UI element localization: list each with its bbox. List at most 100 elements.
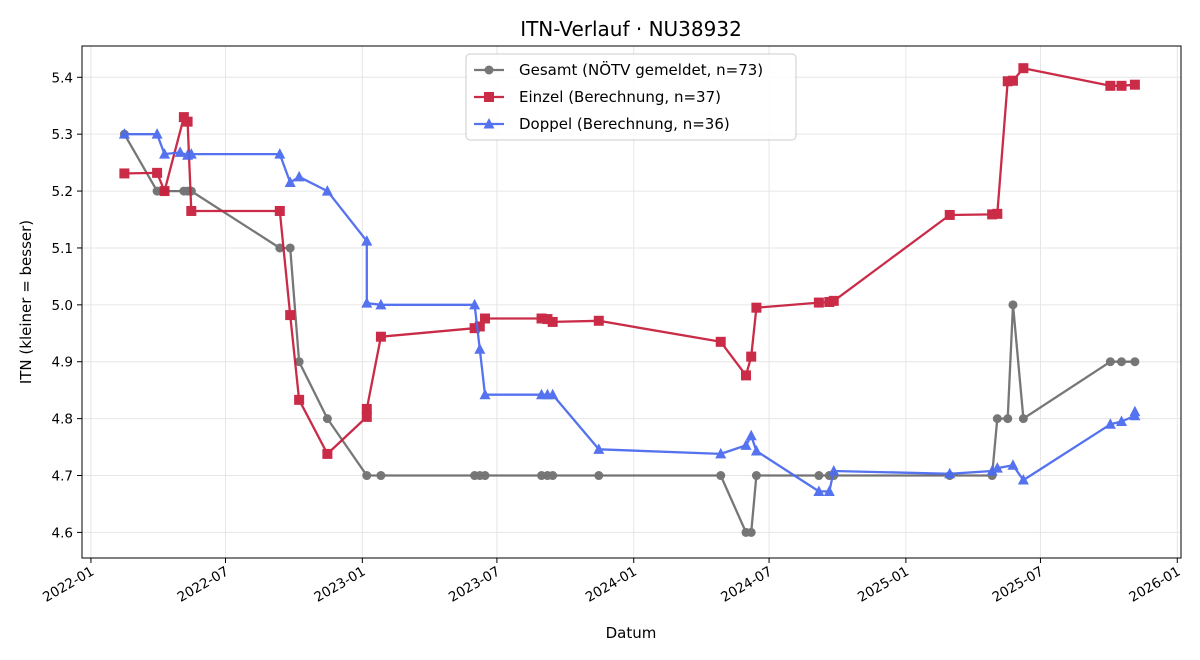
data-point-doppel: [1116, 415, 1128, 426]
y-tick-label: 5.4: [52, 70, 73, 86]
data-point-gesamt: [594, 471, 604, 481]
data-point-gesamt: [480, 471, 490, 481]
legend-label-einzel: Einzel (Berechnung, n=37): [519, 88, 721, 106]
data-point-doppel: [159, 148, 171, 159]
data-point-gesamt: [1003, 414, 1013, 424]
data-point-einzel: [741, 370, 752, 381]
y-tick-label: 4.8: [52, 412, 73, 428]
chart-title: ITN-Verlauf · NU38932: [520, 17, 742, 41]
data-point-einzel: [992, 208, 1003, 219]
data-point-doppel: [547, 388, 559, 400]
data-point-doppel: [1129, 405, 1141, 417]
data-point-doppel: [174, 146, 186, 157]
y-tick-label: 4.9: [52, 355, 73, 371]
data-point-einzel: [987, 209, 998, 220]
y-tick-label: 5.1: [52, 241, 73, 257]
legend-box: [465, 53, 797, 141]
data-point-doppel: [185, 148, 197, 159]
data-point-gesamt: [814, 471, 824, 481]
x-axis: 2022-01 2022-07 2023-01 2023-07 2024-01 2024-…: [40, 558, 1183, 606]
data-point-gesamt: [1117, 357, 1127, 367]
data-point-doppel: [474, 343, 486, 354]
legend-marker: [484, 65, 494, 75]
data-point-einzel: [182, 116, 193, 127]
data-point-einzel: [474, 321, 485, 332]
x-axis-label: Datum: [606, 624, 657, 642]
data-point-gesamt: [322, 414, 332, 424]
legend-swatch-gesamt: [474, 65, 504, 75]
legend-swatch-einzel: [474, 92, 504, 102]
data-point-einzel: [593, 315, 604, 326]
data-point-doppel: [991, 462, 1003, 473]
data-point-doppel: [361, 297, 373, 308]
data-point-einzel: [746, 351, 757, 362]
data-point-gesamt: [548, 471, 558, 481]
data-point-doppel: [321, 185, 333, 196]
legend-marker: [483, 118, 495, 129]
y-tick-label: 4.7: [52, 469, 73, 485]
series-doppel: [118, 128, 1141, 496]
y-axis: 4.6 4.7 4.8 4.9 5.0 5.1 5.2 5.3 5.4: [52, 70, 82, 541]
legend-swatch-doppel: [474, 118, 504, 129]
data-point-einzel: [1002, 76, 1013, 87]
data-point-doppel: [284, 176, 296, 188]
data-point-gesamt: [275, 243, 285, 253]
data-point-einzel: [159, 186, 170, 197]
data-point-doppel: [986, 464, 998, 476]
data-point-doppel: [469, 298, 481, 310]
data-point-einzel: [361, 411, 372, 422]
data-point-doppel: [715, 447, 727, 459]
x-tick-label: 2024-07: [718, 564, 775, 606]
data-point-gesamt: [362, 471, 372, 481]
data-point-einzel: [469, 323, 480, 334]
plot-series: [118, 63, 1141, 537]
data-point-einzel: [322, 448, 333, 459]
data-point-doppel: [740, 439, 752, 450]
data-point-doppel: [375, 298, 387, 310]
data-point-einzel: [375, 331, 386, 342]
data-point-einzel: [285, 310, 296, 321]
data-point-einzel: [944, 209, 955, 220]
data-point-gesamt: [376, 471, 386, 481]
x-tick-label: 2022-07: [175, 564, 232, 606]
x-tick-label: 2026-01: [1126, 564, 1183, 606]
data-point-doppel: [944, 467, 956, 479]
data-point-doppel: [813, 485, 825, 496]
legend-label-doppel: Doppel (Berechnung, n=36): [519, 115, 730, 133]
data-point-einzel: [1116, 80, 1127, 91]
data-point-gesamt: [152, 186, 162, 196]
data-point-einzel: [1129, 79, 1140, 90]
data-point-gesamt: [1105, 357, 1115, 367]
data-point-einzel: [1105, 80, 1116, 91]
data-point-einzel: [542, 314, 553, 325]
y-axis-label: ITN (kleiner = besser): [17, 220, 35, 384]
y-tick-label: 5.2: [52, 184, 73, 200]
data-point-doppel: [118, 128, 130, 139]
data-point-doppel: [151, 128, 163, 139]
data-point-gesamt: [992, 414, 1002, 424]
data-point-einzel: [751, 302, 762, 313]
data-point-doppel: [361, 235, 373, 246]
data-point-einzel: [480, 313, 491, 324]
data-point-doppel: [828, 464, 840, 476]
data-point-einzel: [547, 316, 558, 327]
plot-frame: [81, 45, 1182, 559]
data-point-doppel: [274, 148, 286, 159]
x-tick-label: 2023-07: [446, 564, 503, 606]
data-point-einzel: [119, 168, 130, 179]
data-point-einzel: [715, 336, 726, 347]
x-tick-label: 2024-01: [583, 564, 640, 606]
y-tick-label: 5.0: [52, 298, 73, 314]
data-point-doppel: [1104, 418, 1116, 429]
data-point-doppel: [293, 170, 305, 182]
data-point-einzel: [152, 167, 163, 178]
y-tick-label: 4.6: [52, 525, 73, 541]
series-einzel: [119, 63, 1140, 459]
data-point-doppel: [745, 429, 757, 441]
data-point-gesamt: [1008, 300, 1018, 310]
data-point-gesamt: [285, 243, 295, 253]
legend-marker: [484, 92, 494, 102]
data-point-einzel: [1007, 75, 1018, 86]
data-point-doppel: [1017, 474, 1029, 485]
x-tick-label: 2023-01: [311, 564, 368, 606]
